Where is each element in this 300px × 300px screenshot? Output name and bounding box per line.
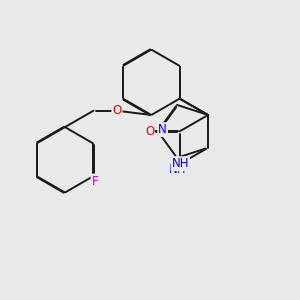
Text: NH: NH xyxy=(169,164,187,176)
Text: O: O xyxy=(145,125,154,138)
Text: NH: NH xyxy=(172,157,189,170)
Text: F: F xyxy=(92,175,98,188)
Text: N: N xyxy=(158,123,167,136)
Text: O: O xyxy=(112,104,122,117)
